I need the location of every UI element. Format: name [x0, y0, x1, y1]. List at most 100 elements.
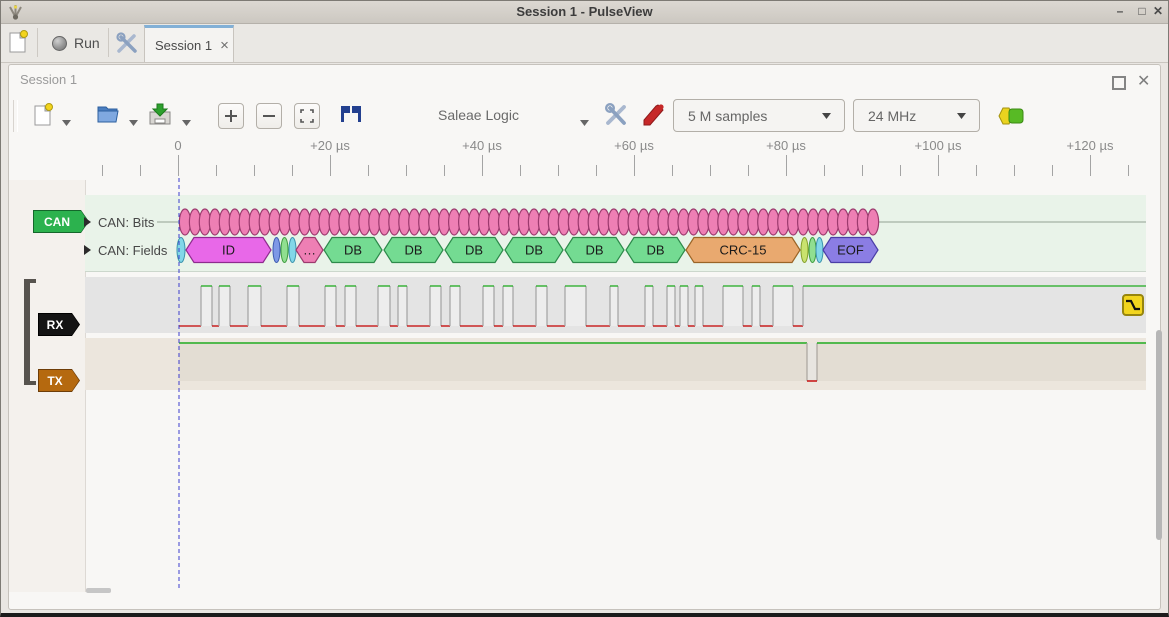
- wrench-screwdriver-icon: [605, 103, 626, 125]
- decoder-row-bits-label: CAN: Bits: [98, 215, 155, 230]
- ruler-tick-label: +60 µs: [614, 138, 654, 153]
- sample-count-value: 5 M samples: [688, 107, 768, 124]
- ruler-tick: [520, 165, 521, 176]
- fit-corners-icon: [300, 109, 314, 123]
- ruler-tick: [900, 165, 901, 176]
- wrench-screwdriver-icon: [116, 32, 137, 53]
- device-caret-icon[interactable]: [580, 113, 589, 131]
- close-button[interactable]: ✕: [1152, 4, 1164, 18]
- device-config-button[interactable]: [603, 102, 629, 133]
- ruler-tick: [292, 165, 293, 176]
- sample-count-combo[interactable]: 5 M samples: [673, 99, 845, 132]
- save-icon: [149, 103, 171, 125]
- ruler-tick: [330, 155, 331, 176]
- new-file-icon: [34, 103, 53, 126]
- main-toolbar: Run Session 1 ×: [0, 24, 1169, 63]
- ruler-tick: [406, 165, 407, 176]
- channel-group-bracket: [24, 279, 36, 385]
- decoder-row-background: [85, 195, 1146, 272]
- ruler-tick: [1052, 165, 1053, 176]
- horizontal-scrollbar[interactable]: [86, 588, 111, 593]
- tab-close-icon[interactable]: ×: [220, 36, 229, 54]
- tx-row-background: [85, 338, 1146, 390]
- zoom-to-edges-button[interactable]: [338, 104, 364, 129]
- dock-close-icon[interactable]: ✕: [1137, 73, 1151, 90]
- ruler-tick: [140, 165, 141, 176]
- minus-icon: [263, 115, 275, 117]
- open-caret-icon[interactable]: [129, 113, 138, 131]
- dock-float-icon[interactable]: [1112, 76, 1126, 90]
- channel-tag-tx[interactable]: TX: [38, 369, 80, 392]
- ruler-tick: [482, 155, 483, 176]
- save-button[interactable]: [148, 102, 172, 131]
- dock-title: Session 1: [20, 72, 78, 87]
- ruler-tick: [558, 165, 559, 176]
- app-logo-icon: [7, 3, 24, 25]
- ruler-tick: [862, 165, 863, 176]
- decoder-row-fields-label: CAN: Fields: [98, 243, 168, 258]
- edges-icon: [341, 106, 361, 122]
- ruler-tick: [596, 165, 597, 176]
- zoom-in-button[interactable]: [218, 103, 244, 129]
- plus-icon: [225, 110, 237, 122]
- time-ruler[interactable]: 0 +20 µs +40 µs +60 µs +80 µs +100 µs +120 µs: [0, 136, 1155, 178]
- sample-rate-value: 24 MHz: [868, 107, 917, 124]
- session-dock: [8, 64, 1161, 610]
- ruler-tick-label: +100 µs: [914, 138, 962, 153]
- ruler-tick: [1090, 155, 1091, 176]
- trigger-marker-falling-edge-icon[interactable]: [1122, 294, 1144, 316]
- window-title: Session 1 - PulseView: [516, 4, 653, 19]
- toolbar-separator: [37, 28, 38, 57]
- combo-caret-icon: [822, 112, 831, 119]
- run-button[interactable]: Run: [52, 30, 104, 56]
- tab-session[interactable]: Session 1 ×: [144, 25, 234, 62]
- new-file-icon: [9, 30, 28, 53]
- ruler-tick-label: +40 µs: [462, 138, 502, 153]
- save-caret-icon[interactable]: [182, 113, 191, 131]
- zoom-fit-button[interactable]: [294, 103, 320, 129]
- ruler-tick: [710, 165, 711, 176]
- probe-icon: [643, 104, 664, 126]
- toolbar-handle[interactable]: [13, 100, 18, 132]
- channel-tag-rx[interactable]: RX: [38, 313, 80, 336]
- ruler-tick: [178, 155, 179, 176]
- ruler-tick-label: +80 µs: [766, 138, 806, 153]
- ruler-tick: [824, 165, 825, 176]
- ruler-tick-label: +20 µs: [310, 138, 350, 153]
- expander-fields-icon[interactable]: [84, 245, 91, 255]
- ruler-tick: [672, 165, 673, 176]
- open-folder-icon: [97, 106, 119, 123]
- combo-caret-icon: [957, 112, 966, 119]
- zoom-out-button[interactable]: [256, 103, 282, 129]
- decoder-tag-can[interactable]: CAN: [33, 210, 89, 233]
- ruler-tick: [102, 165, 103, 176]
- device-selector[interactable]: Saleae Logic: [438, 107, 519, 123]
- settings-button[interactable]: [115, 31, 139, 60]
- run-state-icon: [52, 35, 67, 51]
- rx-row-background: [85, 277, 1146, 333]
- new-view-button[interactable]: [33, 102, 55, 133]
- toolbar-separator: [108, 28, 109, 57]
- ruler-tick: [976, 165, 977, 176]
- vertical-scrollbar[interactable]: [1156, 330, 1162, 540]
- decoder-icon: [998, 107, 1024, 125]
- maximize-button[interactable]: □: [1138, 4, 1146, 18]
- minimize-button[interactable]: –: [1116, 4, 1124, 18]
- channels-probe-button[interactable]: [640, 102, 666, 133]
- ruler-tick: [786, 155, 787, 176]
- sample-rate-combo[interactable]: 24 MHz: [853, 99, 980, 132]
- ruler-tick: [938, 155, 939, 176]
- add-decoder-button[interactable]: [996, 105, 1026, 132]
- ruler-tick-label: +120 µs: [1066, 138, 1114, 153]
- ruler-tick: [254, 165, 255, 176]
- titlebar: Session 1 - PulseView – □ ✕: [0, 0, 1169, 24]
- ruler-tick: [216, 165, 217, 176]
- ruler-tick: [1128, 165, 1129, 176]
- ruler-tick: [444, 165, 445, 176]
- open-button[interactable]: [96, 104, 120, 129]
- new-view-caret-icon[interactable]: [62, 113, 71, 131]
- ruler-tick-label: 0: [174, 138, 182, 153]
- new-session-button[interactable]: [8, 29, 30, 60]
- ruler-tick: [748, 165, 749, 176]
- expander-bits-icon[interactable]: [84, 217, 91, 227]
